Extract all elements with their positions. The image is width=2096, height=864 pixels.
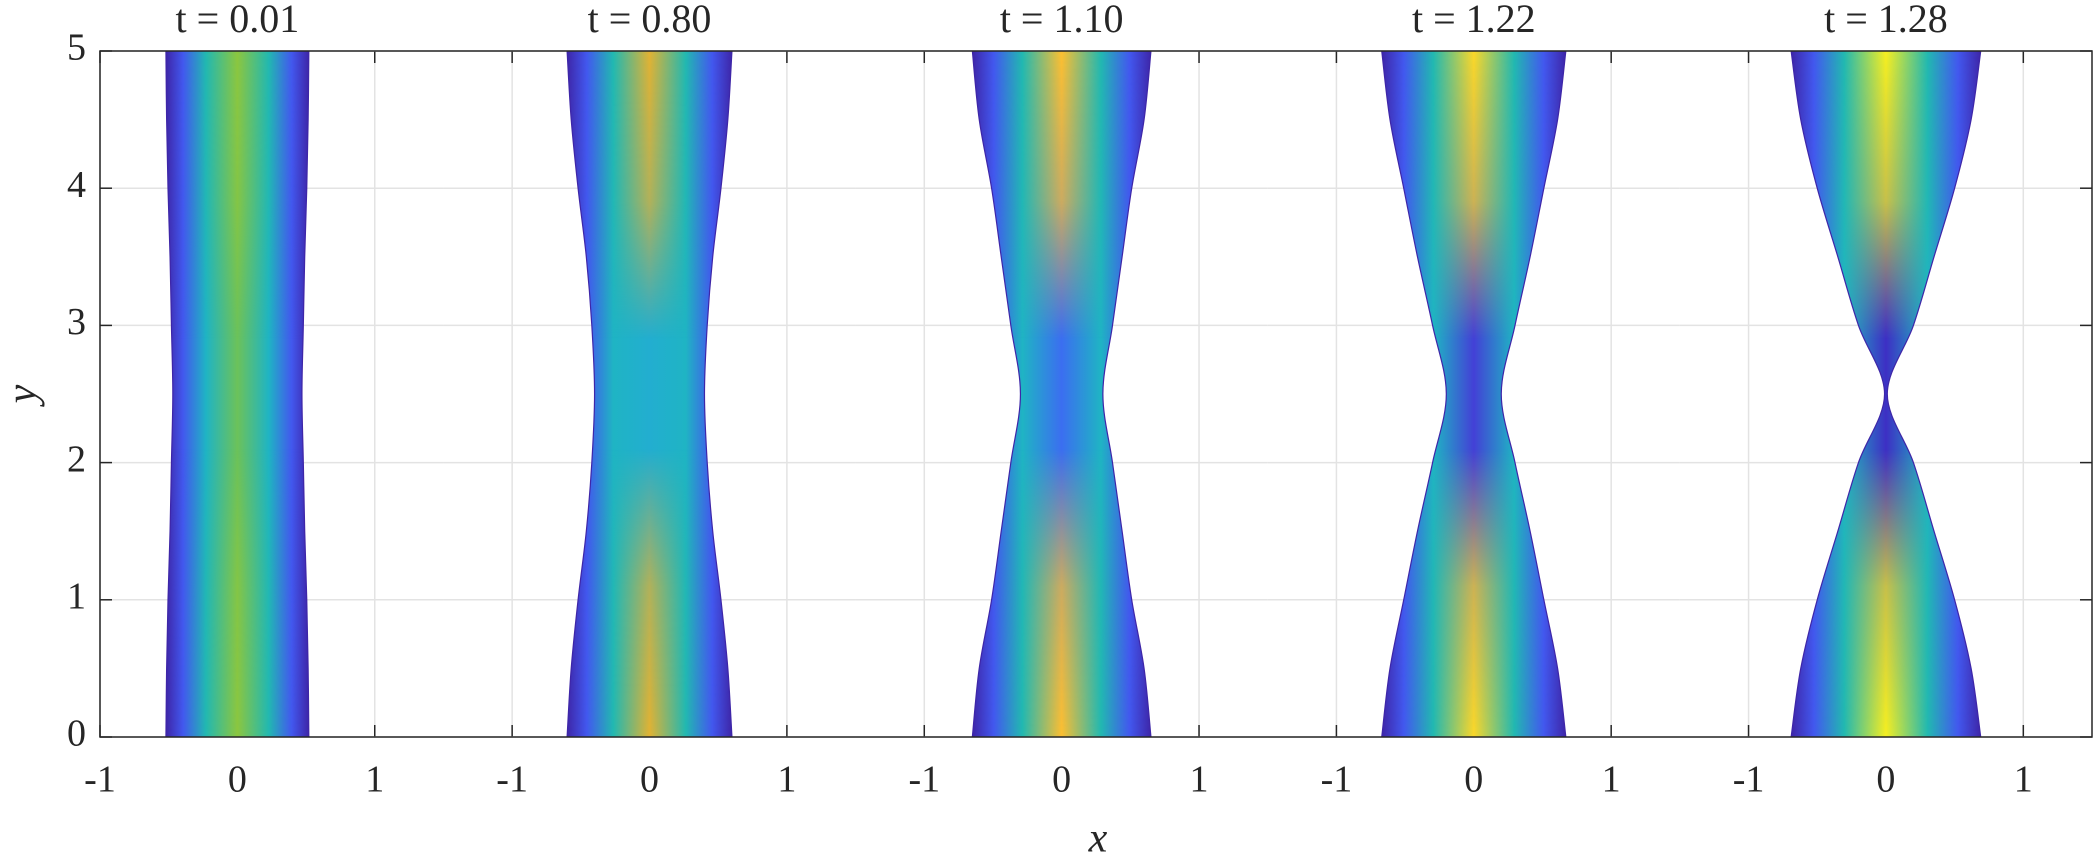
x-tick-label: -1: [84, 759, 116, 801]
y-tick-label: 4: [67, 164, 86, 206]
profile-edge-right: [1500, 50, 1567, 738]
y-tick-label: 5: [67, 27, 86, 69]
x-tick-label: 0: [640, 759, 659, 801]
x-tick-label: 1: [1602, 759, 1621, 801]
x-tick-label: 1: [777, 759, 796, 801]
x-tick-label: -1: [908, 759, 940, 801]
profile-fill: [972, 51, 1151, 737]
x-tick-label: 0: [1464, 759, 1483, 801]
x-tick-label: 1: [1190, 759, 1209, 801]
x-tick-label: 0: [1052, 759, 1071, 801]
profile-edge-left: [1381, 50, 1447, 738]
panel-title: t = 1.22: [1412, 0, 1536, 41]
profile-edge-right: [1886, 50, 1982, 738]
profile-edge-left: [566, 50, 596, 738]
axes-box: [99, 50, 2093, 738]
panel-title: t = 0.01: [176, 0, 300, 41]
profile-fill: [1791, 51, 1981, 737]
profile-fill: [1381, 51, 1566, 737]
profile-fill: [165, 51, 309, 737]
profile-edge-left: [971, 50, 1022, 738]
y-tick-label: 0: [67, 713, 86, 755]
panel-title: t = 1.10: [1000, 0, 1124, 41]
y-tick-label: 2: [67, 438, 86, 480]
panel-title: t = 0.80: [588, 0, 712, 41]
x-tick-label: 1: [365, 759, 384, 801]
profile-edge-left: [165, 50, 174, 738]
panel-title: t = 1.28: [1824, 0, 1948, 41]
y-tick-label: 3: [67, 301, 86, 343]
x-tick-label: -1: [496, 759, 528, 801]
profile-edge-right: [703, 50, 733, 738]
y-axis-label: y: [0, 384, 46, 407]
profile-edge-left: [1790, 50, 1886, 738]
y-tick-label: 1: [67, 576, 86, 618]
x-tick-label: 1: [2014, 759, 2033, 801]
x-axis-label: x: [1088, 816, 1108, 862]
x-tick-label: -1: [1733, 759, 1765, 801]
x-tick-label: 0: [1876, 759, 1895, 801]
profile-fill: [567, 51, 732, 737]
x-tick-label: -1: [1321, 759, 1353, 801]
profile-edge-right: [301, 50, 310, 738]
x-tick-label: 0: [228, 759, 247, 801]
profile-edge-right: [1102, 50, 1152, 738]
